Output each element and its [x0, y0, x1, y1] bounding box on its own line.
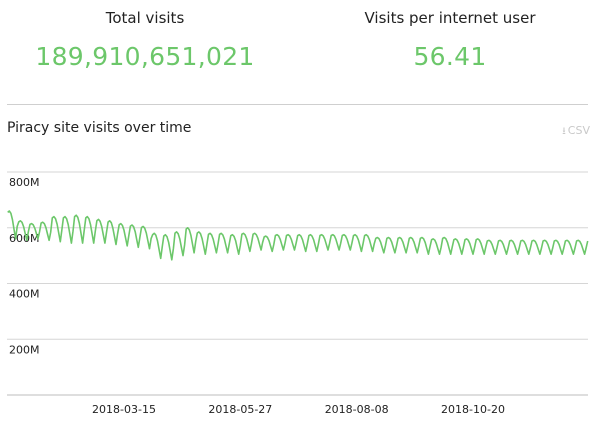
total-visits-label: Total visits — [105, 9, 185, 27]
section-divider — [7, 104, 588, 105]
x-tick-label: 2018-08-08 — [325, 403, 389, 416]
download-icon: ⭳ — [562, 126, 566, 137]
y-tick-label: 600M — [9, 232, 40, 245]
x-tick-label: 2018-10-20 — [441, 403, 505, 416]
csv-label: CSV — [567, 124, 590, 137]
total-visits-value: 189,910,651,021 — [35, 42, 255, 71]
visits-per-user-label: Visits per internet user — [364, 9, 536, 27]
y-tick-label: 200M — [9, 343, 40, 356]
stats-panel: Total visits 189,910,651,021 Visits per … — [0, 0, 600, 104]
chart-title: Piracy site visits over time — [7, 120, 192, 136]
csv-download-button[interactable]: ⭳ CSV — [562, 124, 590, 141]
y-tick-label: 800M — [9, 176, 40, 189]
x-tick-label: 2018-03-15 — [92, 403, 156, 416]
visits-per-user-value: 56.41 — [413, 42, 487, 71]
x-tick-label: 2018-05-27 — [208, 403, 272, 416]
y-tick-label: 400M — [9, 288, 40, 301]
series-line-visits — [7, 210, 589, 261]
